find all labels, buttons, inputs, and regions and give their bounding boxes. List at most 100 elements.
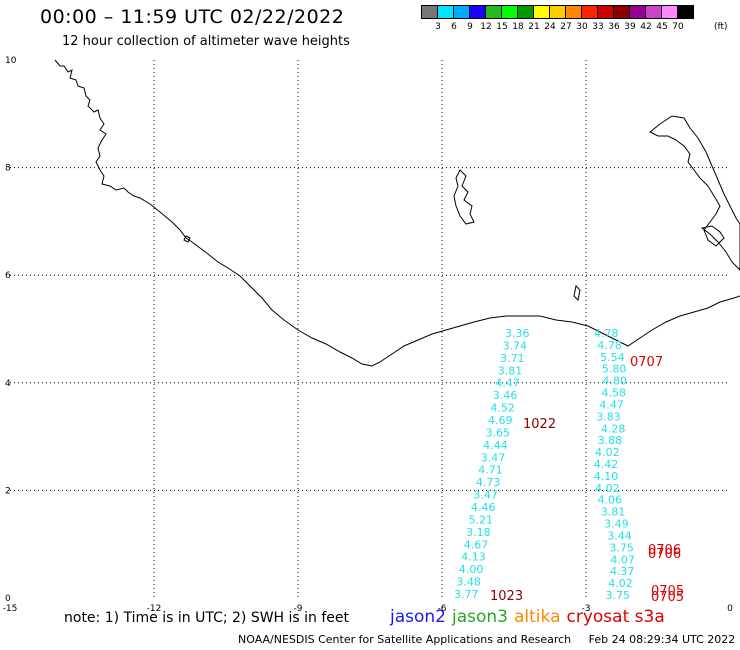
wave-height-label: 4.44 xyxy=(483,439,508,452)
wave-height-label: 3.81 xyxy=(498,364,523,377)
wave-height-label: 4.10 xyxy=(594,470,619,483)
x-axis-ticks: -15 -12 -9 -6 -3 0 xyxy=(3,604,733,614)
legend-tick-label: 30 xyxy=(576,22,588,32)
wave-height-label: 5.21 xyxy=(469,513,494,526)
satellite-name: cryosat s3a xyxy=(566,607,665,627)
wave-height-label: 3.75 xyxy=(605,589,630,602)
legend-tick-label: 18 xyxy=(512,22,524,32)
island-middle xyxy=(453,169,475,225)
wave-height-label: 3.75 xyxy=(609,541,634,554)
y-tick-label: 6 xyxy=(5,271,11,281)
wave-height-label: 5.80 xyxy=(602,363,627,376)
wave-height-label: 3.88 xyxy=(598,434,623,447)
wave-height-label: 3.81 xyxy=(601,506,626,519)
y-tick-label: 0 xyxy=(5,594,11,604)
island-south xyxy=(573,284,581,302)
satellite-name: jason3 xyxy=(452,607,508,627)
wave-height-label: 3.47 xyxy=(473,489,498,502)
wave-height-label: 4.73 xyxy=(476,476,501,489)
wave-height-label: 4.06 xyxy=(598,494,623,507)
chart-subtitle: 12 hour collection of altimeter wave hei… xyxy=(62,34,350,49)
wave-height-label: 4.13 xyxy=(461,551,486,564)
time-stamp-label: 1022 xyxy=(523,417,556,432)
footer-source: NOAA/NESDIS Center for Satellite Applica… xyxy=(238,633,572,646)
legend-tick-label: 24 xyxy=(544,22,556,32)
wave-height-label: 4.46 xyxy=(471,501,496,514)
wave-height-label: 3.77 xyxy=(454,588,479,601)
footer: NOAA/NESDIS Center for Satellite Applica… xyxy=(238,633,740,646)
wave-height-label: 4.58 xyxy=(601,387,626,400)
coastline-main xyxy=(54,59,740,367)
footer-timestamp: Feb 24 08:29:34 UTC 2022 xyxy=(588,633,736,646)
y-axis-ticks: 0 2 4 6 8 10 xyxy=(5,56,17,604)
wave-height-label: 3.48 xyxy=(456,576,481,589)
legend-tick-label: 39 xyxy=(624,22,636,32)
wave-height-label: 3.49 xyxy=(604,518,629,531)
x-tick-label: -15 xyxy=(3,604,18,614)
wave-height-label: 4.78 xyxy=(597,339,622,352)
wave-height-label: 4.28 xyxy=(601,422,626,435)
wave-height-label: 4.69 xyxy=(488,414,513,427)
legend-tick-label: 3 xyxy=(435,22,441,32)
wave-height-label: 4.37 xyxy=(610,565,635,578)
time-stamp-label: 1023 xyxy=(490,589,523,604)
satellite-legend: jason2 jason3 altika cryosat s3a xyxy=(390,607,671,627)
x-tick-label: -6 xyxy=(438,604,447,614)
x-tick-label: -9 xyxy=(294,604,303,614)
chart-title: 00:00 – 11:59 UTC 02/22/2022 xyxy=(40,6,345,28)
wave-height-label: 3.83 xyxy=(596,410,621,423)
wave-height-label: 4.47 xyxy=(495,377,520,390)
legend-ticks: 3 6 9 12 15 18 21 24 27 30 33 36 39 42 45 70 xyxy=(421,22,740,34)
x-tick-label: -3 xyxy=(582,604,591,614)
note-text: note: 1) Time is in UTC; 2) SWH is in fe… xyxy=(64,610,350,626)
wave-height-label: 4.02 xyxy=(608,577,633,590)
observation-labels: 3.363.743.713.814.473.464.524.693.654.44… xyxy=(454,327,684,605)
island-east xyxy=(649,115,740,271)
wave-height-label: 4.47 xyxy=(599,398,624,411)
legend-tick-label: 33 xyxy=(592,22,604,32)
time-stamp-label: 0705 xyxy=(651,590,684,605)
time-stamp-label: 0707 xyxy=(630,355,663,370)
x-tick-label: 0 xyxy=(727,604,733,614)
legend-tick-label: 12 xyxy=(480,22,492,32)
legend-tick-label: 6 xyxy=(451,22,457,32)
y-tick-label: 10 xyxy=(5,56,17,66)
wave-height-label: 3.46 xyxy=(493,389,518,402)
wave-height-label: 4.42 xyxy=(594,458,619,471)
legend-tick-label: 21 xyxy=(528,22,540,32)
time-stamp-label: 0705 xyxy=(651,584,684,599)
legend-tick-label: 9 xyxy=(467,22,473,32)
legend-swatch xyxy=(677,5,694,19)
color-legend xyxy=(421,5,694,19)
wave-height-label: 4.80 xyxy=(602,375,627,388)
wave-height-label: 4.71 xyxy=(478,464,503,477)
grid-lines xyxy=(10,60,730,598)
time-stamp-label: 0706 xyxy=(648,543,681,558)
satellite-name: altika xyxy=(514,607,561,627)
legend-tick-label: 27 xyxy=(560,22,572,32)
x-tick-label: -12 xyxy=(147,604,162,614)
wave-height-label: 4.00 xyxy=(459,563,484,576)
wave-height-label: 3.36 xyxy=(505,327,530,340)
legend-tick-label: 42 xyxy=(640,22,652,32)
satellite-name: jason2 xyxy=(390,607,446,627)
wave-height-label: 4.52 xyxy=(490,402,515,415)
y-tick-label: 4 xyxy=(5,379,11,389)
wave-height-label: 5.54 xyxy=(600,351,625,364)
coastline xyxy=(54,59,740,367)
legend-unit: (ft) xyxy=(714,22,728,32)
wave-height-label: 4.07 xyxy=(610,553,635,566)
legend-tick-label: 70 xyxy=(672,22,684,32)
wave-height-label: 4.02 xyxy=(595,482,620,495)
time-stamp-label: 0706 xyxy=(648,547,681,562)
wave-height-label: 3.44 xyxy=(607,529,632,542)
legend-tick-label: 36 xyxy=(608,22,620,32)
wave-height-label: 4.67 xyxy=(464,538,489,551)
legend-tick-label: 15 xyxy=(496,22,508,32)
y-tick-label: 8 xyxy=(5,164,11,174)
legend-swatches xyxy=(421,5,694,19)
wave-height-label: 4.78 xyxy=(594,327,619,340)
wave-height-label: 3.74 xyxy=(503,339,527,352)
island-small-1 xyxy=(183,235,191,243)
